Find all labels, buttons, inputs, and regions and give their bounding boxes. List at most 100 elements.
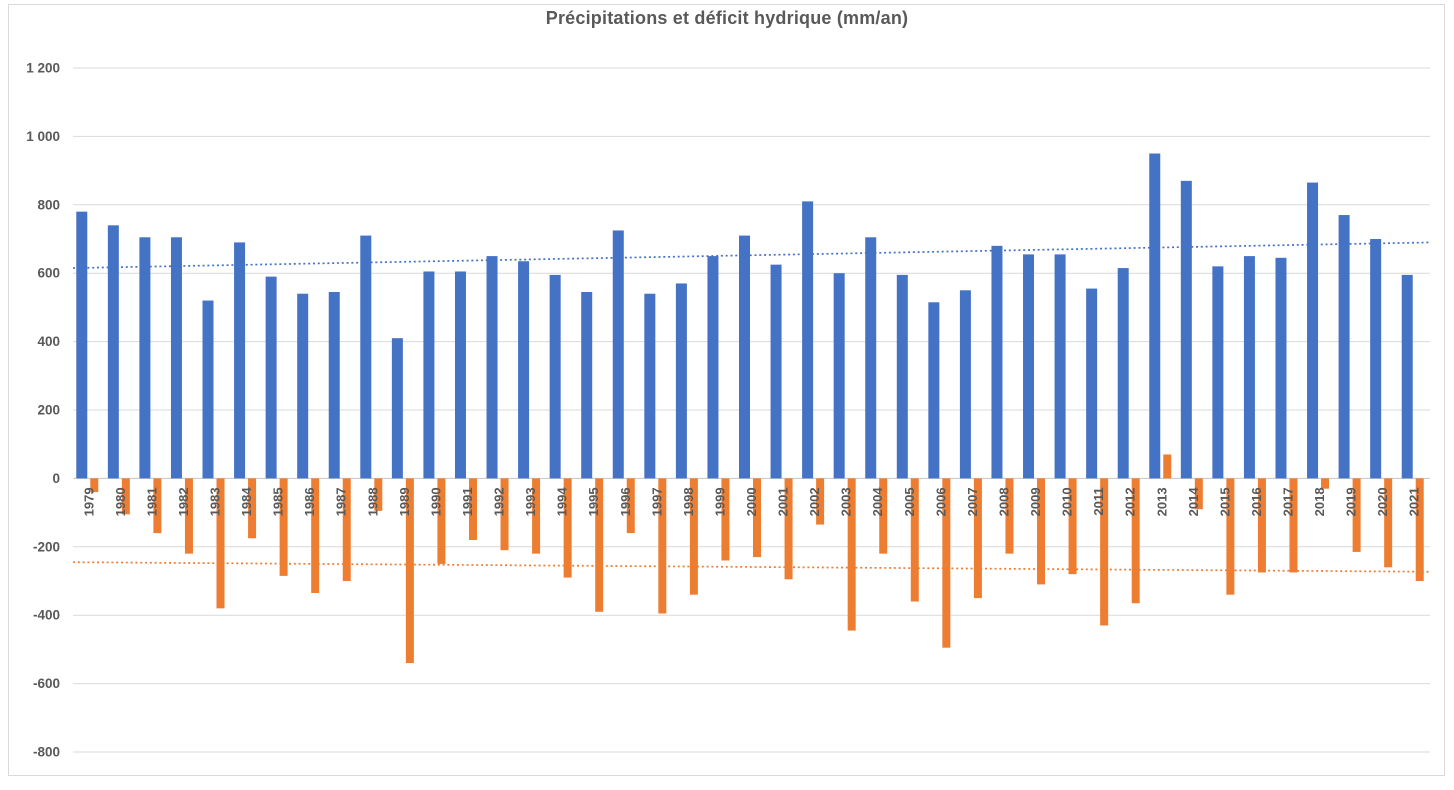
- bar-deficit-2013: [1163, 454, 1172, 479]
- y-axis-tick-label: 400: [37, 334, 60, 349]
- bar-precipitation-2006: [928, 302, 940, 479]
- bar-deficit-1986: [311, 478, 320, 593]
- bar-precipitation-2021: [1401, 274, 1413, 479]
- bar-precipitation-1996: [612, 230, 624, 479]
- bar-deficit-2001: [784, 478, 793, 580]
- bar-deficit-2012: [1131, 478, 1140, 604]
- bar-deficit-1979: [90, 478, 99, 493]
- bar-precipitation-1991: [454, 271, 466, 479]
- x-axis-tick-label-2019: 2019: [1344, 487, 1359, 516]
- bar-deficit-2009: [1037, 478, 1046, 585]
- bar-deficit-1990: [437, 478, 446, 564]
- x-axis-tick-label-2001: 2001: [776, 487, 791, 516]
- x-axis-tick-label-1997: 1997: [649, 487, 664, 516]
- bar-precipitation-2016: [1243, 256, 1255, 479]
- x-axis-tick-label-1992: 1992: [492, 487, 507, 516]
- y-axis-tick-label: 1 000: [26, 129, 60, 144]
- x-axis-tick-label-2010: 2010: [1060, 487, 1075, 516]
- x-axis-tick-label-2018: 2018: [1312, 487, 1327, 516]
- bar-precipitation-2014: [1180, 180, 1192, 479]
- bar-deficit-1991: [468, 478, 477, 540]
- bar-deficit-2007: [973, 478, 982, 599]
- x-axis-tick-label-2009: 2009: [1028, 487, 1043, 516]
- bar-precipitation-1982: [170, 237, 182, 479]
- bar-deficit-1984: [248, 478, 257, 539]
- y-axis-tick-label: 1 200: [26, 61, 60, 76]
- bar-precipitation-1983: [202, 300, 214, 479]
- y-axis-tick-label: 200: [37, 403, 60, 418]
- bar-deficit-2020: [1384, 478, 1393, 568]
- bar-precipitation-2007: [959, 290, 971, 479]
- x-axis-tick-label-1988: 1988: [365, 487, 380, 516]
- bar-precipitation-1988: [360, 235, 372, 479]
- bar-precipitation-2011: [1086, 288, 1098, 479]
- x-axis-tick-label-1984: 1984: [239, 487, 254, 517]
- bar-deficit-2000: [753, 478, 761, 558]
- y-axis-tick-label: 600: [37, 266, 60, 281]
- x-axis-tick-label-2014: 2014: [1186, 487, 1201, 517]
- bar-precipitation-1999: [707, 256, 719, 479]
- x-axis-tick-label-1979: 1979: [81, 487, 96, 516]
- bar-precipitation-1981: [139, 237, 151, 479]
- bar-precipitation-2017: [1275, 257, 1287, 479]
- bar-deficit-1995: [595, 478, 604, 612]
- bar-precipitation-1992: [486, 256, 498, 479]
- x-axis-tick-label-1983: 1983: [208, 487, 223, 516]
- bar-precipitation-1995: [581, 292, 593, 479]
- bar-precipitation-2019: [1338, 215, 1350, 479]
- bar-deficit-1999: [721, 478, 730, 561]
- x-axis-tick-label-1989: 1989: [397, 487, 412, 516]
- bar-deficit-2006: [942, 478, 951, 648]
- trendline-deficit: [72, 561, 1431, 573]
- x-axis-tick-label-1986: 1986: [302, 487, 317, 516]
- bar-deficit-2003: [847, 478, 856, 631]
- bar-deficit-1989: [405, 478, 414, 664]
- x-axis-tick-label-2004: 2004: [870, 487, 885, 517]
- bar-precipitation-2002: [802, 201, 814, 479]
- y-axis-tick-label: -400: [33, 608, 60, 623]
- y-axis-tick-label: 0: [52, 471, 60, 486]
- x-axis-tick-label-1981: 1981: [144, 487, 159, 516]
- x-axis-tick-label-1985: 1985: [271, 487, 286, 516]
- x-axis-tick-label-2000: 2000: [744, 487, 759, 516]
- x-axis-tick-label-2016: 2016: [1249, 487, 1264, 516]
- x-axis-tick-label-1996: 1996: [618, 487, 633, 516]
- bar-deficit-1983: [216, 478, 225, 609]
- x-axis-tick-label-1987: 1987: [334, 487, 349, 516]
- x-axis-tick-label-2002: 2002: [807, 487, 822, 516]
- x-axis-tick-label-2021: 2021: [1407, 487, 1422, 516]
- bar-precipitation-1986: [297, 293, 309, 479]
- bar-precipitation-1990: [423, 271, 435, 479]
- bar-precipitation-1987: [328, 292, 340, 479]
- bar-deficit-2002: [816, 478, 825, 525]
- y-axis-tick-label: -600: [33, 676, 60, 691]
- bar-deficit-1997: [658, 478, 667, 614]
- x-axis-tick-label-2012: 2012: [1123, 487, 1138, 516]
- bar-deficit-1981: [153, 478, 162, 534]
- bar-precipitation-1985: [265, 276, 277, 479]
- chart-frame: [8, 4, 1445, 776]
- x-axis-tick-label-2006: 2006: [933, 487, 948, 516]
- bar-precipitation-2000: [739, 235, 750, 479]
- x-axis-tick-label-1999: 1999: [712, 487, 727, 516]
- bar-precipitation-1998: [675, 283, 687, 479]
- x-axis-tick-label-1994: 1994: [555, 487, 570, 517]
- x-axis-tick-label-2013: 2013: [1154, 487, 1169, 516]
- bar-deficit-1980: [121, 478, 130, 515]
- x-axis-tick-label-2017: 2017: [1280, 487, 1295, 516]
- bar-deficit-2008: [1005, 478, 1014, 554]
- x-axis-tick-label-2015: 2015: [1217, 487, 1232, 516]
- bar-deficit-1993: [532, 478, 541, 554]
- x-axis-tick-label-2003: 2003: [839, 487, 854, 516]
- bar-deficit-2011: [1100, 478, 1109, 626]
- bar-deficit-2010: [1068, 478, 1077, 575]
- bar-deficit-2017: [1289, 478, 1298, 573]
- x-axis-tick-label-2005: 2005: [902, 487, 917, 516]
- bar-deficit-1982: [184, 478, 193, 554]
- bar-deficit-2016: [1257, 478, 1266, 573]
- x-axis-tick-label-2020: 2020: [1375, 487, 1390, 516]
- bar-precipitation-1984: [234, 242, 246, 479]
- bar-deficit-1985: [279, 478, 288, 576]
- bar-precipitation-2012: [1117, 268, 1129, 479]
